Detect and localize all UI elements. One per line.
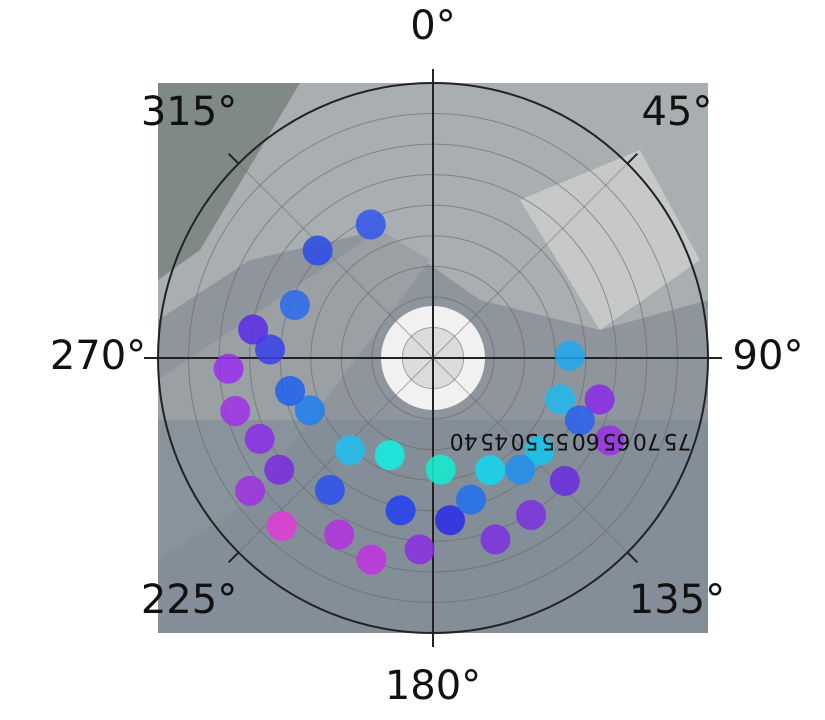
theta-tick-label: 0°: [410, 3, 455, 49]
point: [315, 475, 345, 505]
point: [267, 511, 297, 541]
theta-tick-label: 180°: [385, 663, 481, 709]
point: [505, 455, 535, 485]
point: [480, 524, 510, 554]
theta-tick-label: 45°: [641, 89, 712, 135]
theta-tick-label: 270°: [50, 333, 146, 379]
point: [555, 341, 585, 371]
theta-tick-label: 90°: [733, 333, 804, 379]
r-tick-label: 75: [663, 428, 691, 453]
r-tick-label: 45: [480, 428, 508, 453]
r-tick-label: 70: [633, 428, 661, 453]
point: [550, 466, 580, 496]
point: [375, 440, 405, 470]
point: [426, 455, 456, 485]
point: [275, 376, 305, 406]
theta-tick-label: 225°: [141, 577, 237, 623]
theta-tick-label: 315°: [141, 89, 237, 135]
point: [214, 354, 244, 384]
point: [264, 455, 294, 485]
point: [405, 534, 435, 564]
r-tick-label: 60: [572, 428, 600, 453]
point: [324, 519, 354, 549]
point: [386, 495, 416, 525]
point: [356, 545, 386, 575]
chart: 4045505560657075 0° 45° 90° 135° 180° 225° 270°…: [0, 0, 825, 720]
r-tick-label: 55: [541, 428, 569, 453]
r-tick-label: 40: [450, 428, 478, 453]
point: [235, 476, 265, 506]
point: [245, 424, 275, 454]
point: [303, 235, 333, 265]
point: [280, 290, 310, 320]
point: [335, 435, 365, 465]
r-tick-label: 65: [602, 428, 630, 453]
point: [456, 485, 486, 515]
point: [475, 455, 505, 485]
point: [516, 500, 546, 530]
r-tick-label: 50: [511, 428, 539, 453]
point: [356, 210, 386, 240]
point: [255, 334, 285, 364]
point: [220, 396, 250, 426]
theta-tick-label: 135°: [629, 577, 725, 623]
